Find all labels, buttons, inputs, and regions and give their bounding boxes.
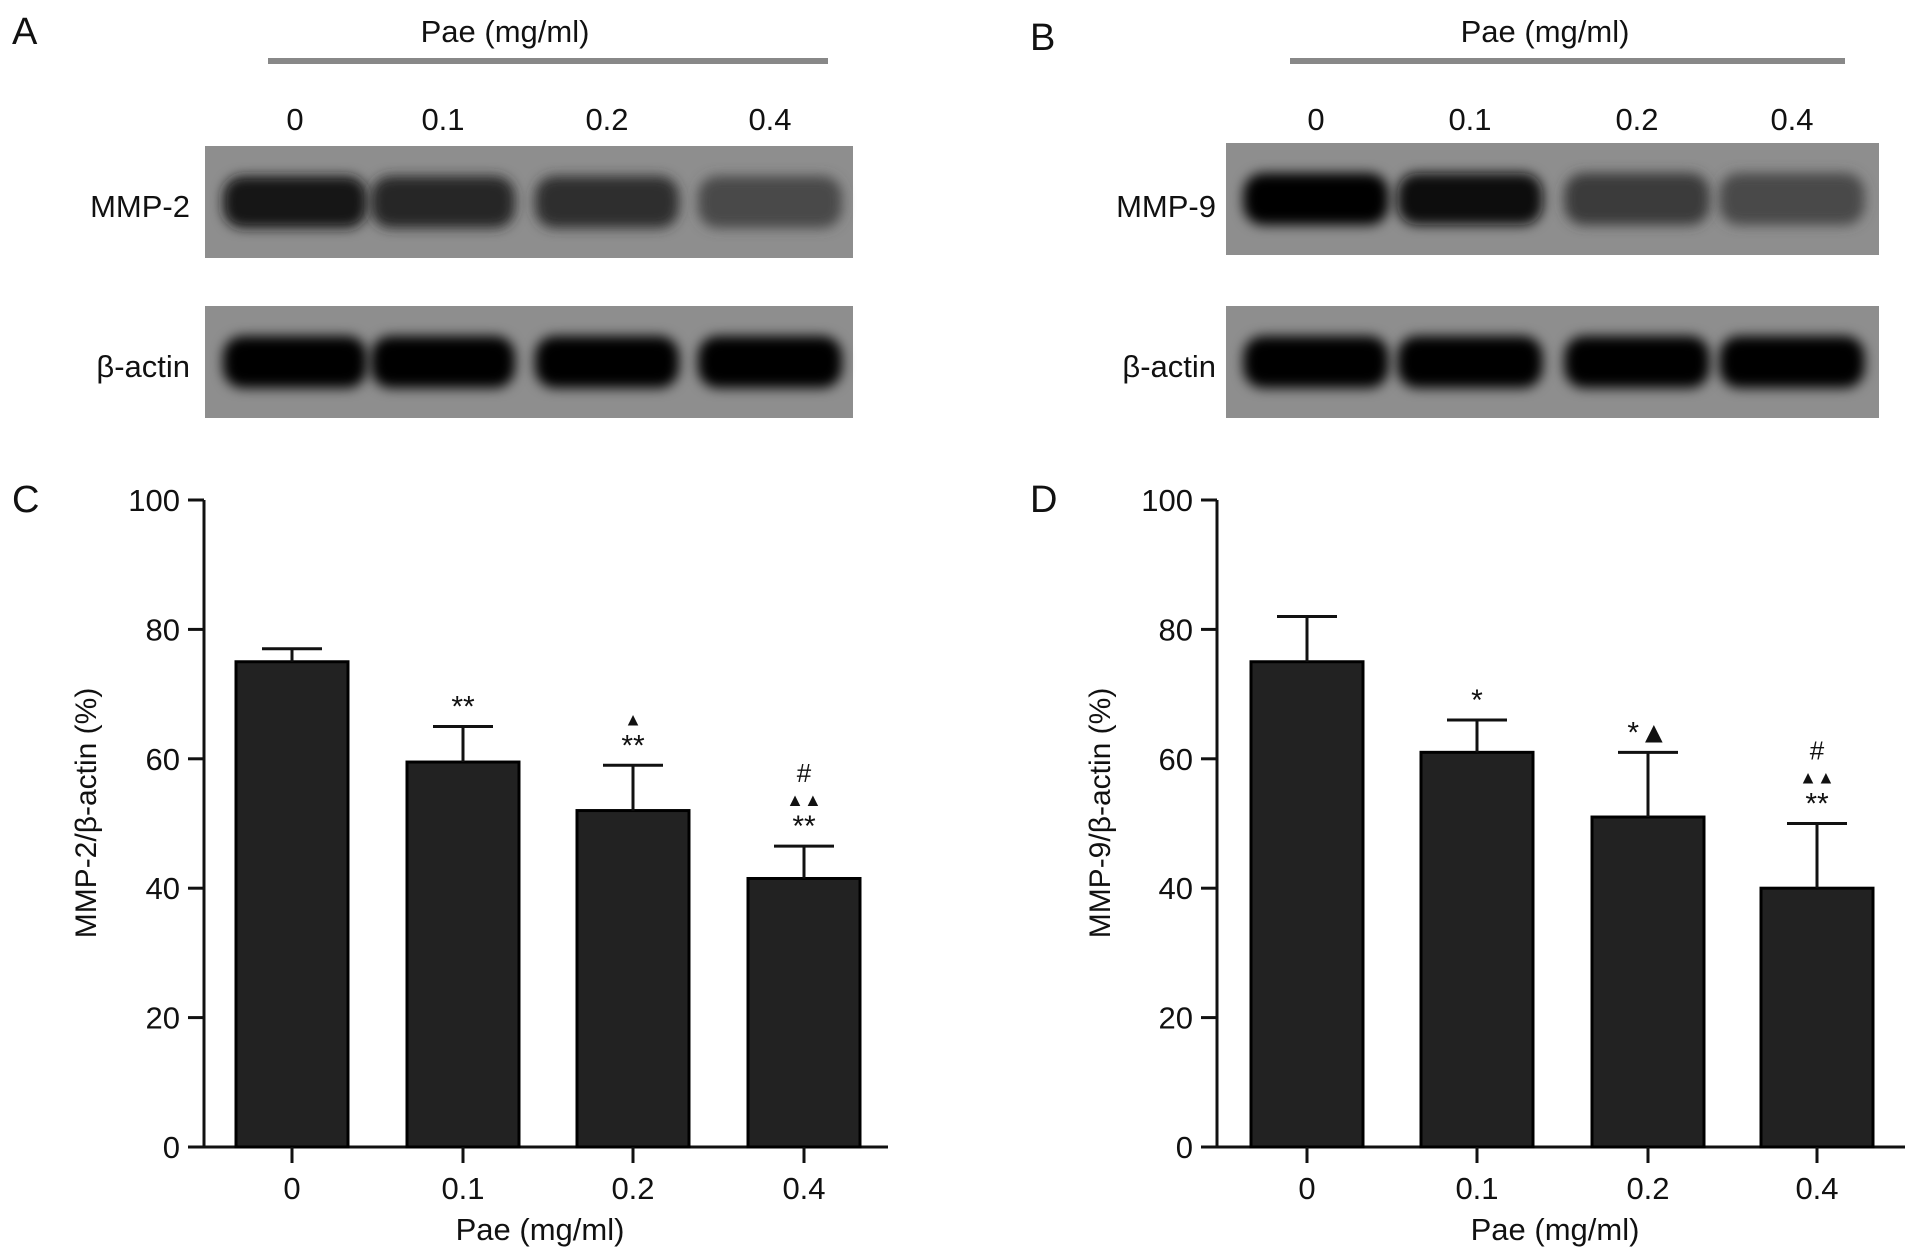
x-axis-label-c: Pae (mg/ml) — [456, 1212, 625, 1247]
y-tick-label-c: 100 — [128, 483, 180, 518]
y-tick-label-d: 60 — [1159, 742, 1193, 777]
significance-mark-d: ** — [1805, 788, 1829, 821]
y-tick-label-d: 20 — [1159, 1001, 1193, 1036]
blot-band — [371, 176, 515, 228]
blot-strip-mmp2 — [205, 146, 853, 258]
row-label-actin-b: β-actin — [1122, 349, 1216, 384]
blot-band — [371, 336, 515, 388]
lane-label-a: 0 — [286, 102, 303, 137]
blot-band — [535, 176, 679, 228]
x-tick-label-c: 0.4 — [782, 1171, 825, 1206]
blot-panel-a: A Pae (mg/ml) 0 0.1 0.2 0.4 MMP-2 β-actin — [12, 11, 853, 418]
blot-band — [698, 176, 842, 228]
bar-d — [1419, 750, 1535, 1149]
y-tick-label-c: 40 — [146, 871, 180, 906]
blot-band — [1719, 173, 1865, 225]
blot-strip-actin-b — [1226, 306, 1879, 418]
bar-d — [1590, 815, 1706, 1149]
y-axis-label-c: MMP-2/β-actin (%) — [70, 688, 103, 939]
significance-mark-c: # — [797, 758, 812, 788]
bar-d — [1759, 886, 1875, 1149]
row-label-actin-a: β-actin — [96, 349, 190, 384]
blot-band — [1397, 336, 1543, 388]
blot-panel-b: B Pae (mg/ml) 0 0.1 0.2 0.4 MMP-9 β-actin — [1030, 14, 1879, 418]
lane-label-b: 0.2 — [1615, 102, 1658, 137]
row-label-mmp9: MMP-9 — [1116, 189, 1216, 224]
y-tick-label-d: 40 — [1159, 871, 1193, 906]
significance-mark-c: ** — [451, 690, 475, 723]
blot-band — [1397, 173, 1543, 225]
y-tick-label-d: 80 — [1159, 612, 1193, 647]
bar-c — [575, 809, 691, 1149]
lane-label-b: 0.4 — [1770, 102, 1813, 137]
blot-header-a: Pae (mg/ml) — [421, 14, 590, 49]
row-label-mmp2: MMP-2 — [90, 189, 190, 224]
header-bar-a — [268, 58, 828, 64]
y-tick-label-d: 100 — [1141, 483, 1193, 518]
x-tick-label-c: 0.1 — [441, 1171, 484, 1206]
bar-chart-d: D 0 20 40 60 80 100 0 0.1 * 0.2 *▲ 0.4 **▲▲# MMP-9/β… — [1030, 479, 1905, 1247]
bar-d — [1249, 660, 1365, 1149]
panel-letter-c: C — [12, 479, 39, 521]
significance-mark-d: # — [1810, 736, 1825, 766]
chart-body-d: 0 20 40 60 80 100 0 0.1 * 0.2 *▲ 0.4 **▲▲# — [1141, 483, 1905, 1206]
y-tick-label-d: 0 — [1176, 1130, 1193, 1165]
blot-band — [1243, 336, 1389, 388]
x-axis-label-d: Pae (mg/ml) — [1471, 1212, 1640, 1247]
y-tick-label-c: 0 — [163, 1130, 180, 1165]
lane-label-a: 0.4 — [748, 102, 791, 137]
blot-strip-actin-a — [205, 306, 853, 418]
blot-band — [1564, 336, 1710, 388]
significance-mark-d: *▲ — [1627, 716, 1668, 749]
blot-band — [535, 336, 679, 388]
bar-c — [405, 760, 521, 1149]
y-tick-label-c: 60 — [146, 742, 180, 777]
x-tick-label-d: 0.4 — [1795, 1171, 1838, 1206]
bar-c — [746, 876, 862, 1149]
header-bar-b — [1290, 58, 1845, 64]
blot-band — [698, 336, 842, 388]
lane-label-a: 0.1 — [421, 102, 464, 137]
lane-label-a: 0.2 — [585, 102, 628, 137]
lane-label-b: 0.1 — [1448, 102, 1491, 137]
x-tick-label-c: 0.2 — [611, 1171, 654, 1206]
panel-letter-b: B — [1030, 17, 1055, 59]
blot-band — [223, 176, 367, 228]
significance-mark-d: ▲▲ — [1799, 768, 1835, 788]
blot-strip-mmp9 — [1226, 143, 1879, 255]
blot-header-b: Pae (mg/ml) — [1461, 14, 1630, 49]
significance-mark-d: * — [1471, 684, 1483, 717]
lane-labels-a: 0 0.1 0.2 0.4 — [286, 102, 791, 137]
blot-band — [1243, 173, 1389, 225]
lane-labels-b: 0 0.1 0.2 0.4 — [1307, 102, 1813, 137]
significance-mark-c: ▲▲ — [786, 790, 822, 810]
y-axis-label-d: MMP-9/β-actin (%) — [1084, 688, 1117, 939]
blot-band — [1719, 336, 1865, 388]
significance-mark-c: ** — [792, 810, 816, 843]
lane-label-b: 0 — [1307, 102, 1324, 137]
blot-band — [223, 336, 367, 388]
y-tick-label-c: 80 — [146, 612, 180, 647]
panel-letter-a: A — [12, 11, 38, 53]
significance-mark-c: ** — [621, 729, 645, 762]
x-tick-label-d: 0.2 — [1626, 1171, 1669, 1206]
bar-c — [234, 660, 350, 1149]
x-tick-label-d: 0.1 — [1455, 1171, 1498, 1206]
panel-letter-d: D — [1030, 479, 1057, 521]
x-tick-label-c: 0 — [283, 1171, 300, 1206]
y-tick-label-c: 20 — [146, 1001, 180, 1036]
significance-mark-c: ▲ — [624, 709, 642, 729]
x-tick-label-d: 0 — [1298, 1171, 1315, 1206]
blot-band — [1564, 173, 1710, 225]
